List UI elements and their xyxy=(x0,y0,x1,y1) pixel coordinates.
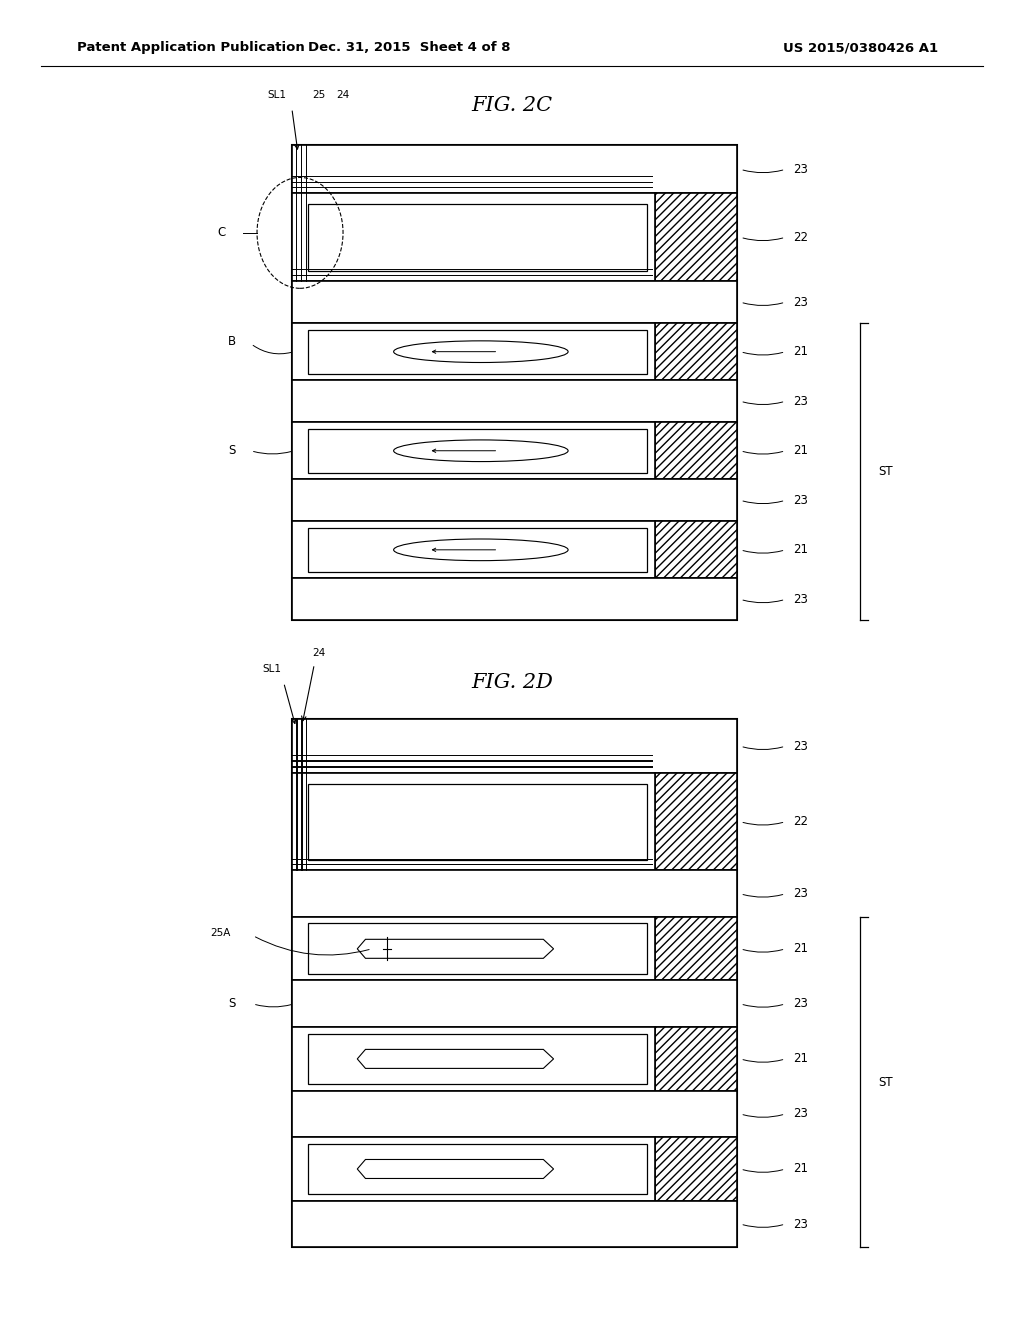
Bar xyxy=(308,924,647,974)
Text: 24: 24 xyxy=(312,648,326,659)
Bar xyxy=(292,719,737,1247)
Bar xyxy=(308,330,647,374)
Bar xyxy=(292,380,737,422)
Text: 23: 23 xyxy=(794,494,809,507)
Text: Patent Application Publication: Patent Application Publication xyxy=(77,41,304,54)
Text: US 2015/0380426 A1: US 2015/0380426 A1 xyxy=(782,41,938,54)
Bar xyxy=(308,1034,647,1084)
Text: B: B xyxy=(227,334,236,347)
Bar xyxy=(655,1027,737,1090)
Text: S: S xyxy=(228,998,236,1010)
Text: 23: 23 xyxy=(794,887,809,900)
Bar xyxy=(292,323,655,380)
Text: 23: 23 xyxy=(794,162,809,176)
Bar xyxy=(308,1143,647,1195)
Text: SL1: SL1 xyxy=(267,90,287,100)
Ellipse shape xyxy=(393,341,568,363)
Text: 21: 21 xyxy=(794,345,809,358)
Text: 23: 23 xyxy=(794,739,809,752)
Text: 21: 21 xyxy=(794,942,809,956)
Text: 25A: 25A xyxy=(210,928,230,939)
Bar xyxy=(308,205,647,271)
Bar xyxy=(292,145,737,620)
Text: 21: 21 xyxy=(794,1163,809,1176)
Bar xyxy=(292,479,737,521)
Ellipse shape xyxy=(393,440,568,462)
Text: 21: 21 xyxy=(794,445,809,457)
Text: C: C xyxy=(217,226,225,239)
Text: 23: 23 xyxy=(794,593,809,606)
Bar xyxy=(292,1027,655,1090)
Bar xyxy=(655,774,737,870)
Text: 21: 21 xyxy=(794,1052,809,1065)
Bar xyxy=(655,917,737,981)
Polygon shape xyxy=(357,940,554,958)
Bar xyxy=(292,194,655,281)
Text: FIG. 2C: FIG. 2C xyxy=(471,96,553,115)
Bar xyxy=(292,719,737,774)
Text: 23: 23 xyxy=(794,296,809,309)
Text: ST: ST xyxy=(879,1076,893,1089)
Bar xyxy=(308,784,647,859)
Text: 23: 23 xyxy=(794,998,809,1010)
Bar xyxy=(292,281,737,323)
Bar xyxy=(292,422,655,479)
Polygon shape xyxy=(357,1049,554,1068)
Bar xyxy=(292,774,655,870)
Bar xyxy=(655,422,737,479)
Text: SL1: SL1 xyxy=(262,664,282,675)
Ellipse shape xyxy=(393,539,568,561)
Bar xyxy=(308,528,647,572)
Polygon shape xyxy=(357,1159,554,1179)
Bar xyxy=(292,917,655,981)
Bar xyxy=(292,1090,737,1138)
Text: 23: 23 xyxy=(794,1217,809,1230)
Bar xyxy=(655,323,737,380)
Bar xyxy=(655,521,737,578)
Text: Dec. 31, 2015  Sheet 4 of 8: Dec. 31, 2015 Sheet 4 of 8 xyxy=(308,41,511,54)
Bar xyxy=(292,981,737,1027)
Text: 22: 22 xyxy=(794,816,809,828)
Text: 21: 21 xyxy=(794,544,809,556)
Text: ST: ST xyxy=(879,465,893,478)
Text: 24: 24 xyxy=(336,90,349,100)
Text: S: S xyxy=(228,445,236,457)
Bar xyxy=(292,1201,737,1247)
Bar xyxy=(292,521,655,578)
Bar xyxy=(292,578,737,620)
Bar xyxy=(655,194,737,281)
Text: 22: 22 xyxy=(794,231,809,244)
Text: 25: 25 xyxy=(312,90,326,100)
Text: FIG. 2D: FIG. 2D xyxy=(471,673,553,692)
Bar xyxy=(292,870,737,917)
Text: 23: 23 xyxy=(794,395,809,408)
Text: 23: 23 xyxy=(794,1107,809,1121)
Bar xyxy=(308,429,647,473)
Bar xyxy=(292,145,737,194)
Bar xyxy=(655,1138,737,1201)
Bar xyxy=(292,1138,655,1201)
